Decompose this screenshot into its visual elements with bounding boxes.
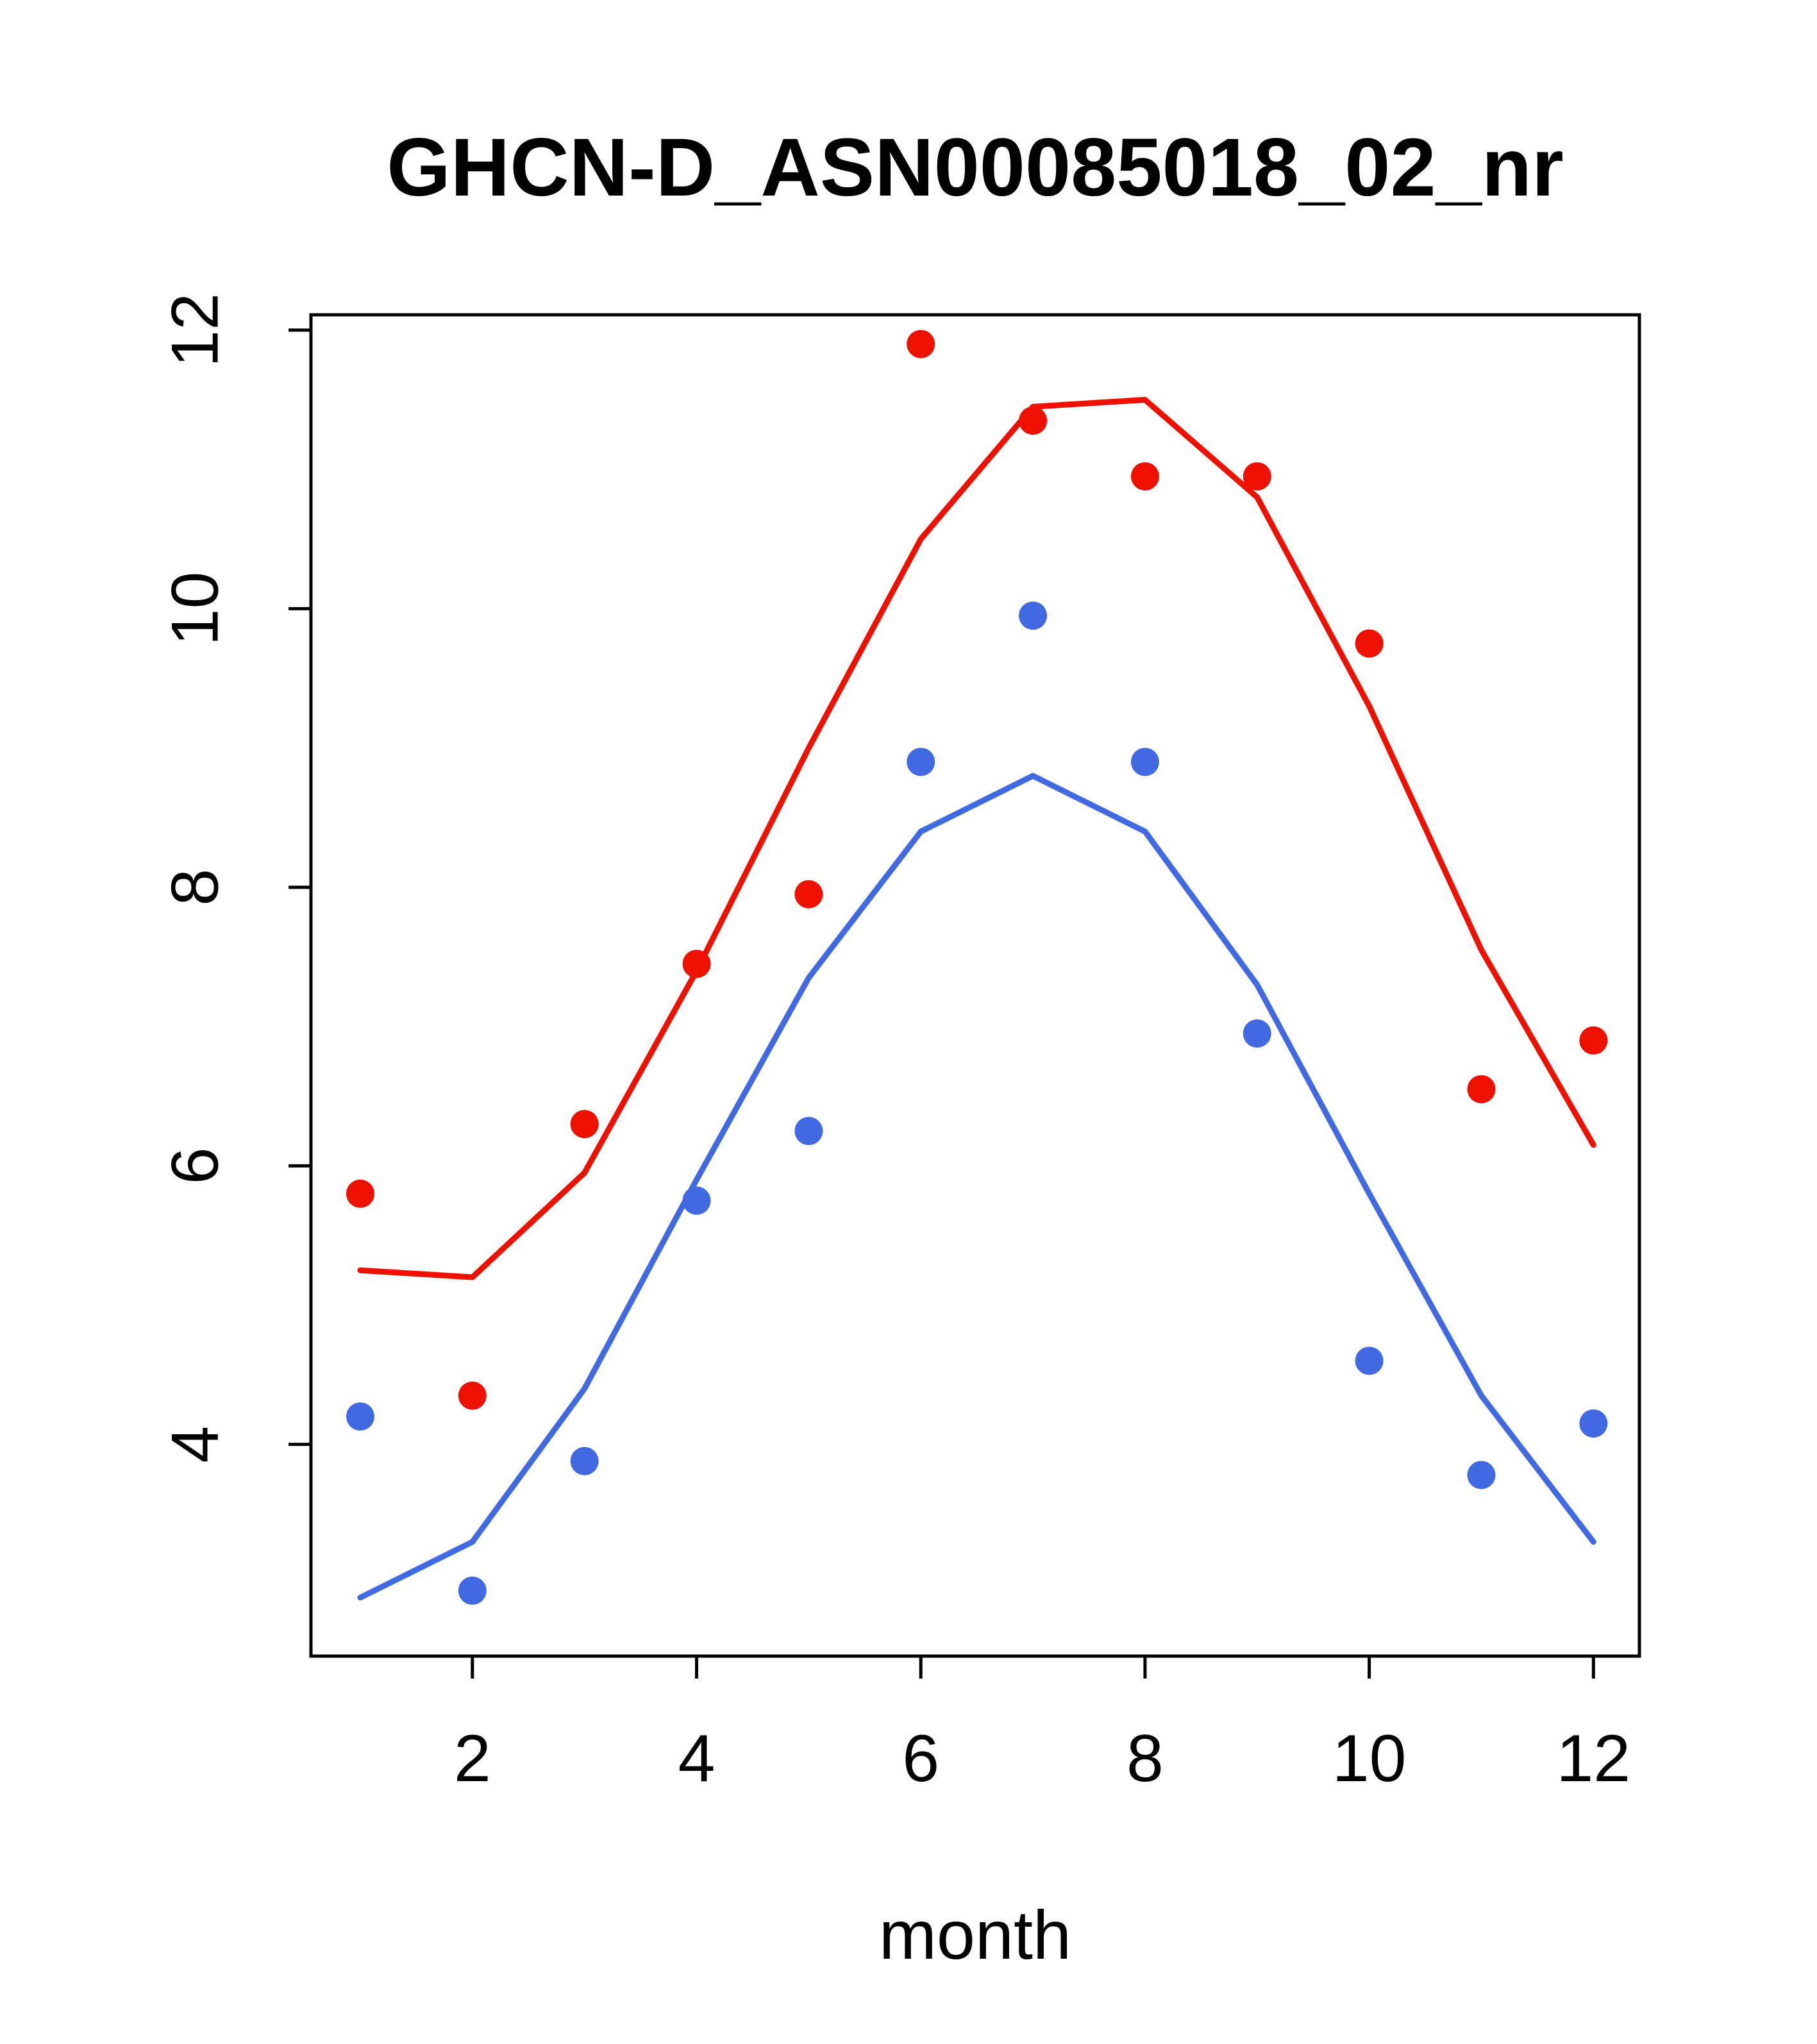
blue-points-point bbox=[1243, 1019, 1271, 1048]
blue-points-point bbox=[570, 1446, 599, 1475]
y-axis: 4 6 8 10 12 bbox=[158, 293, 311, 1463]
chart-title: GHCN-D_ASN00085018_02_nr bbox=[387, 122, 1564, 214]
y-tick-label: 8 bbox=[158, 869, 232, 906]
x-tick-label: 8 bbox=[1126, 1721, 1164, 1796]
y-tick-label: 4 bbox=[158, 1426, 232, 1463]
red-points-point bbox=[1579, 1026, 1608, 1055]
red-points-point bbox=[346, 1179, 374, 1208]
series-red-line bbox=[357, 397, 1596, 1280]
red-points-point bbox=[1130, 462, 1159, 490]
blue-points-point bbox=[1019, 601, 1048, 630]
blue-points-point bbox=[346, 1402, 374, 1431]
y-tick-label: 10 bbox=[158, 572, 232, 646]
blue-points-point bbox=[907, 748, 935, 776]
red-points-point bbox=[907, 330, 935, 358]
red-points-point bbox=[794, 880, 823, 909]
x-tick-label: 6 bbox=[902, 1721, 939, 1796]
series-blue-line bbox=[357, 773, 1596, 1601]
blue-points-point bbox=[1579, 1409, 1608, 1438]
x-tick-label: 12 bbox=[1556, 1721, 1630, 1796]
blue-points-point bbox=[794, 1117, 823, 1146]
red-points-point bbox=[1019, 406, 1048, 435]
red-points-point bbox=[458, 1381, 487, 1410]
y-tick-label: 12 bbox=[158, 293, 232, 367]
red-points-point bbox=[1243, 462, 1271, 490]
plot-border bbox=[309, 313, 1641, 1658]
blue-points-point bbox=[1467, 1461, 1496, 1489]
blue-points-point bbox=[458, 1576, 487, 1605]
x-axis: 2 4 6 8 10 12 bbox=[454, 1656, 1630, 1796]
series-layer bbox=[346, 330, 1608, 1605]
blue-points-point bbox=[1355, 1346, 1384, 1375]
x-tick-label: 10 bbox=[1332, 1721, 1407, 1796]
x-tick-label: 4 bbox=[678, 1721, 716, 1796]
y-tick-label: 6 bbox=[158, 1147, 232, 1184]
blue-points-point bbox=[1130, 748, 1159, 776]
red-points-point bbox=[682, 950, 711, 978]
x-tick-label: 2 bbox=[454, 1721, 491, 1796]
red-points-point bbox=[570, 1110, 599, 1139]
blue-points-point bbox=[682, 1186, 711, 1215]
red-points-point bbox=[1355, 629, 1384, 658]
x-axis-title: month bbox=[879, 1896, 1071, 1973]
red-points-point bbox=[1467, 1075, 1496, 1103]
